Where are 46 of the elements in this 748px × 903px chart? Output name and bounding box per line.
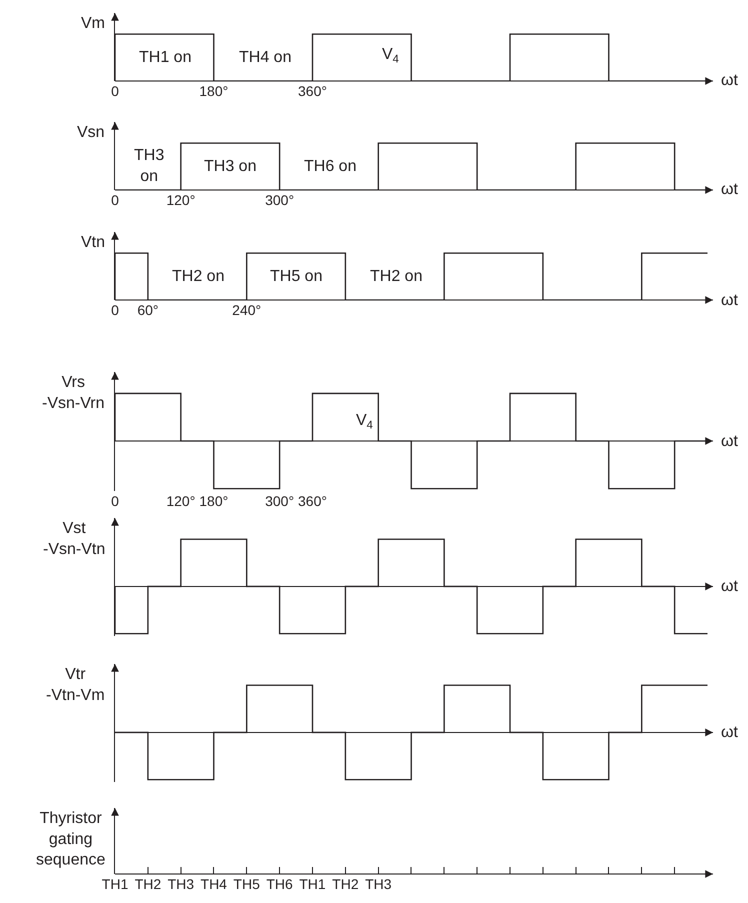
- annotation: TH2 on: [172, 268, 224, 285]
- x-axis-title: ωt: [721, 578, 738, 595]
- x-tick-label: 300°: [265, 192, 294, 208]
- annotation: TH3 on: [134, 147, 164, 185]
- category-label: TH4: [200, 876, 228, 892]
- y-axis-title: Vtn: [81, 234, 106, 251]
- x-tick-label: 0: [111, 302, 120, 318]
- x-tick-label: 180°: [199, 493, 228, 509]
- x-axis-title: ωt: [721, 181, 738, 198]
- category-label: TH2: [332, 876, 359, 892]
- x-tick-label: 120°: [166, 192, 196, 208]
- x-tick-label: 360°: [298, 493, 327, 509]
- annotation: TH5 on: [270, 268, 322, 285]
- annotation: TH1 on: [139, 49, 192, 66]
- category-label: TH3: [365, 876, 392, 892]
- annotation: TH4 on: [239, 49, 292, 66]
- category-label: TH2: [134, 876, 162, 892]
- x-tick-label: 60°: [137, 302, 159, 318]
- x-tick-label: 0: [111, 83, 120, 99]
- y-axis-title: Vsn: [77, 124, 105, 141]
- category-label: TH6: [266, 876, 293, 892]
- text: Thyristor gating sequence: [36, 810, 106, 869]
- annotation: V$_{4}$: [382, 46, 399, 66]
- y-axis-title: Vm: [81, 15, 105, 32]
- x-tick-label: 0: [111, 493, 120, 509]
- category-label: TH3: [168, 876, 194, 892]
- x-axis-title: ωt: [721, 433, 738, 450]
- annotation: TH3 on: [204, 158, 256, 175]
- x-tick-label: 0: [111, 192, 120, 208]
- x-tick-label: 120°: [166, 493, 196, 509]
- y-axis-title: Vrs -Vsn-Vrn: [42, 374, 105, 412]
- x-tick-label: 180°: [199, 83, 228, 99]
- annotation: TH6 on: [304, 158, 356, 175]
- annotation: V$_{4}$: [356, 412, 373, 432]
- x-tick-label: 240°: [232, 302, 262, 318]
- y-axis-title: Vst -Vsn-Vtn: [43, 520, 106, 558]
- x-axis-title: ωt: [721, 724, 738, 741]
- category-label: TH5: [233, 876, 260, 892]
- x-tick-label: 360°: [298, 83, 327, 99]
- annotation: TH2 on: [370, 268, 422, 285]
- x-axis-title: ωt: [721, 72, 738, 89]
- x-axis-title: ωt: [721, 292, 738, 309]
- x-tick-label: 300°: [265, 493, 294, 509]
- category-label: TH1: [102, 876, 128, 892]
- y-axis-title: Vtr -Vtn-Vm: [46, 666, 105, 704]
- category-label: TH1: [299, 876, 326, 892]
